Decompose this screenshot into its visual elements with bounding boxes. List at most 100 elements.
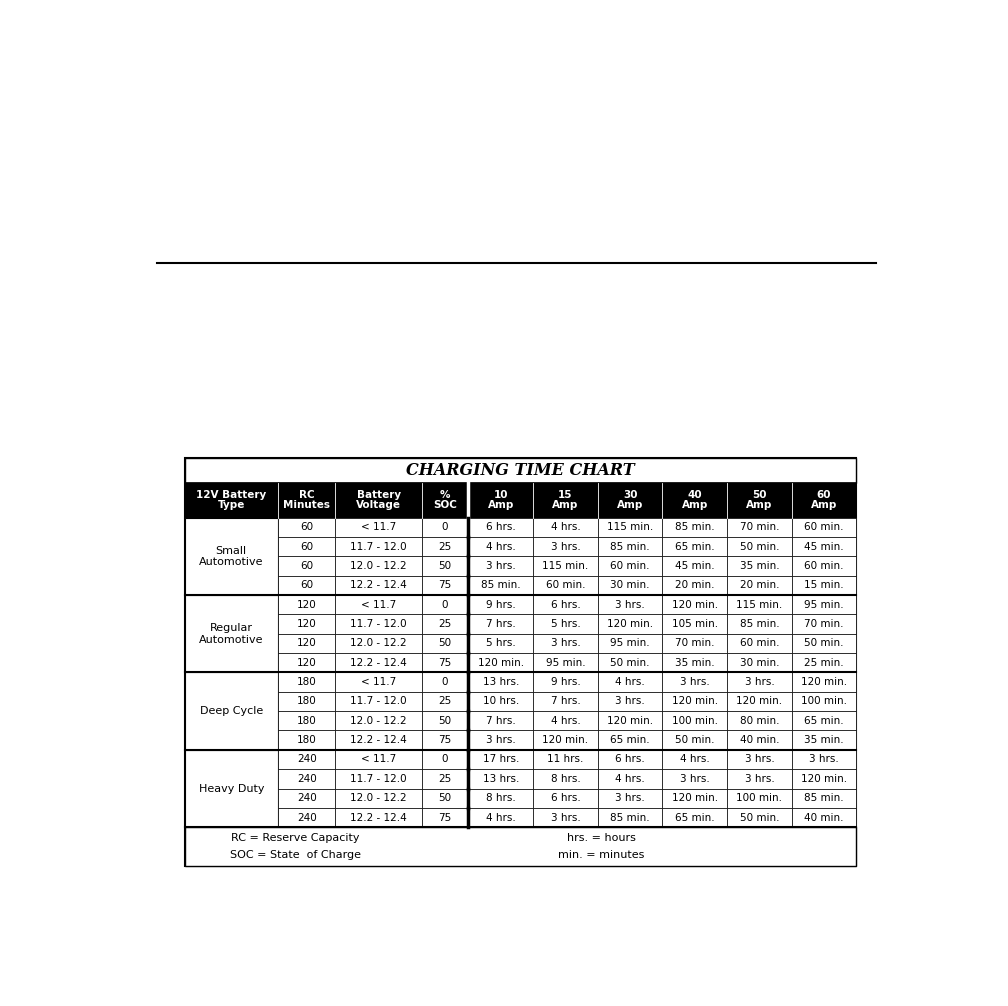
Text: Regular
Automotive: Regular Automotive xyxy=(199,623,263,645)
Bar xyxy=(469,518,533,537)
Text: 85 min.: 85 min. xyxy=(610,813,650,823)
Bar xyxy=(662,653,727,672)
Text: 11.7 - 12.0: 11.7 - 12.0 xyxy=(351,774,407,784)
Bar xyxy=(662,615,727,634)
Text: 120 min.: 120 min. xyxy=(607,716,653,725)
Text: 0: 0 xyxy=(442,600,449,610)
Text: 180: 180 xyxy=(297,677,317,687)
Text: 50: 50 xyxy=(438,793,452,803)
Bar xyxy=(662,711,727,730)
Text: Minutes: Minutes xyxy=(283,500,331,510)
Text: 4 hrs.: 4 hrs. xyxy=(615,774,645,784)
Bar xyxy=(336,672,421,692)
Text: 180: 180 xyxy=(297,696,317,706)
Bar xyxy=(469,789,533,808)
Bar xyxy=(791,575,857,595)
Text: 65 min.: 65 min. xyxy=(675,541,715,551)
Bar xyxy=(598,634,662,653)
Text: 3 hrs.: 3 hrs. xyxy=(615,793,645,803)
Text: 120 min.: 120 min. xyxy=(737,696,782,706)
Bar xyxy=(421,692,469,711)
Bar xyxy=(727,730,791,749)
Bar xyxy=(598,672,662,692)
Bar xyxy=(598,595,662,615)
Text: 5 hrs.: 5 hrs. xyxy=(486,639,516,649)
Bar xyxy=(727,692,791,711)
Bar xyxy=(336,653,421,672)
Bar xyxy=(469,556,533,575)
Text: 4 hrs.: 4 hrs. xyxy=(550,716,581,725)
Bar xyxy=(336,634,421,653)
Bar xyxy=(278,634,336,653)
Text: Small
Automotive: Small Automotive xyxy=(199,545,263,567)
Text: 120 min.: 120 min. xyxy=(671,696,718,706)
Text: Amp: Amp xyxy=(810,500,838,510)
Bar xyxy=(791,692,857,711)
Text: 100 min.: 100 min. xyxy=(671,716,718,725)
Text: 40: 40 xyxy=(687,490,702,500)
Text: 20 min.: 20 min. xyxy=(675,580,715,591)
Bar xyxy=(469,692,533,711)
Bar xyxy=(469,653,533,672)
Bar xyxy=(727,537,791,556)
Text: 3 hrs.: 3 hrs. xyxy=(679,774,710,784)
Text: 0: 0 xyxy=(442,522,449,532)
Text: 95 min.: 95 min. xyxy=(804,600,844,610)
Text: 30 min.: 30 min. xyxy=(740,658,779,668)
Bar xyxy=(278,749,336,770)
Bar xyxy=(469,770,533,789)
Text: 6 hrs.: 6 hrs. xyxy=(615,754,645,765)
Text: 120: 120 xyxy=(297,639,317,649)
Bar xyxy=(533,537,598,556)
Text: 50: 50 xyxy=(752,490,767,500)
Bar xyxy=(533,634,598,653)
Text: 35 min.: 35 min. xyxy=(675,658,715,668)
Bar xyxy=(278,730,336,749)
Text: 6 hrs.: 6 hrs. xyxy=(486,522,516,532)
Bar xyxy=(421,730,469,749)
Bar xyxy=(278,692,336,711)
Text: 10 hrs.: 10 hrs. xyxy=(483,696,519,706)
Text: < 11.7: < 11.7 xyxy=(361,754,396,765)
Text: 12.2 - 12.4: 12.2 - 12.4 xyxy=(350,658,407,668)
Bar xyxy=(278,575,336,595)
Bar xyxy=(184,595,278,672)
Bar xyxy=(184,483,857,518)
Text: 3 hrs.: 3 hrs. xyxy=(745,754,774,765)
Text: Heavy Duty: Heavy Duty xyxy=(199,784,264,794)
Bar xyxy=(598,789,662,808)
Bar xyxy=(727,556,791,575)
Bar xyxy=(336,537,421,556)
Text: 3 hrs.: 3 hrs. xyxy=(615,696,645,706)
Text: 4 hrs.: 4 hrs. xyxy=(615,677,645,687)
Bar xyxy=(533,808,598,827)
Bar xyxy=(336,789,421,808)
Text: 50 min.: 50 min. xyxy=(610,658,650,668)
Text: 120: 120 xyxy=(297,658,317,668)
Bar xyxy=(598,518,662,537)
Bar xyxy=(278,556,336,575)
Text: 3 hrs.: 3 hrs. xyxy=(615,600,645,610)
Bar xyxy=(421,518,469,537)
Bar xyxy=(278,789,336,808)
Bar xyxy=(662,692,727,711)
Bar xyxy=(598,537,662,556)
Bar xyxy=(533,749,598,770)
Bar xyxy=(278,615,336,634)
Bar xyxy=(662,749,727,770)
Text: 60: 60 xyxy=(300,541,313,551)
Text: 120 min.: 120 min. xyxy=(801,677,847,687)
Bar xyxy=(598,692,662,711)
Bar xyxy=(336,730,421,749)
Text: 85 min.: 85 min. xyxy=(675,522,715,532)
Bar xyxy=(469,634,533,653)
Text: 12.2 - 12.4: 12.2 - 12.4 xyxy=(350,580,407,591)
Text: SOC: SOC xyxy=(433,500,457,510)
Bar xyxy=(278,770,336,789)
Bar xyxy=(533,711,598,730)
Text: 50 min.: 50 min. xyxy=(740,541,779,551)
Bar xyxy=(791,808,857,827)
Bar xyxy=(336,808,421,827)
Text: 0: 0 xyxy=(442,677,449,687)
Bar xyxy=(791,518,857,537)
